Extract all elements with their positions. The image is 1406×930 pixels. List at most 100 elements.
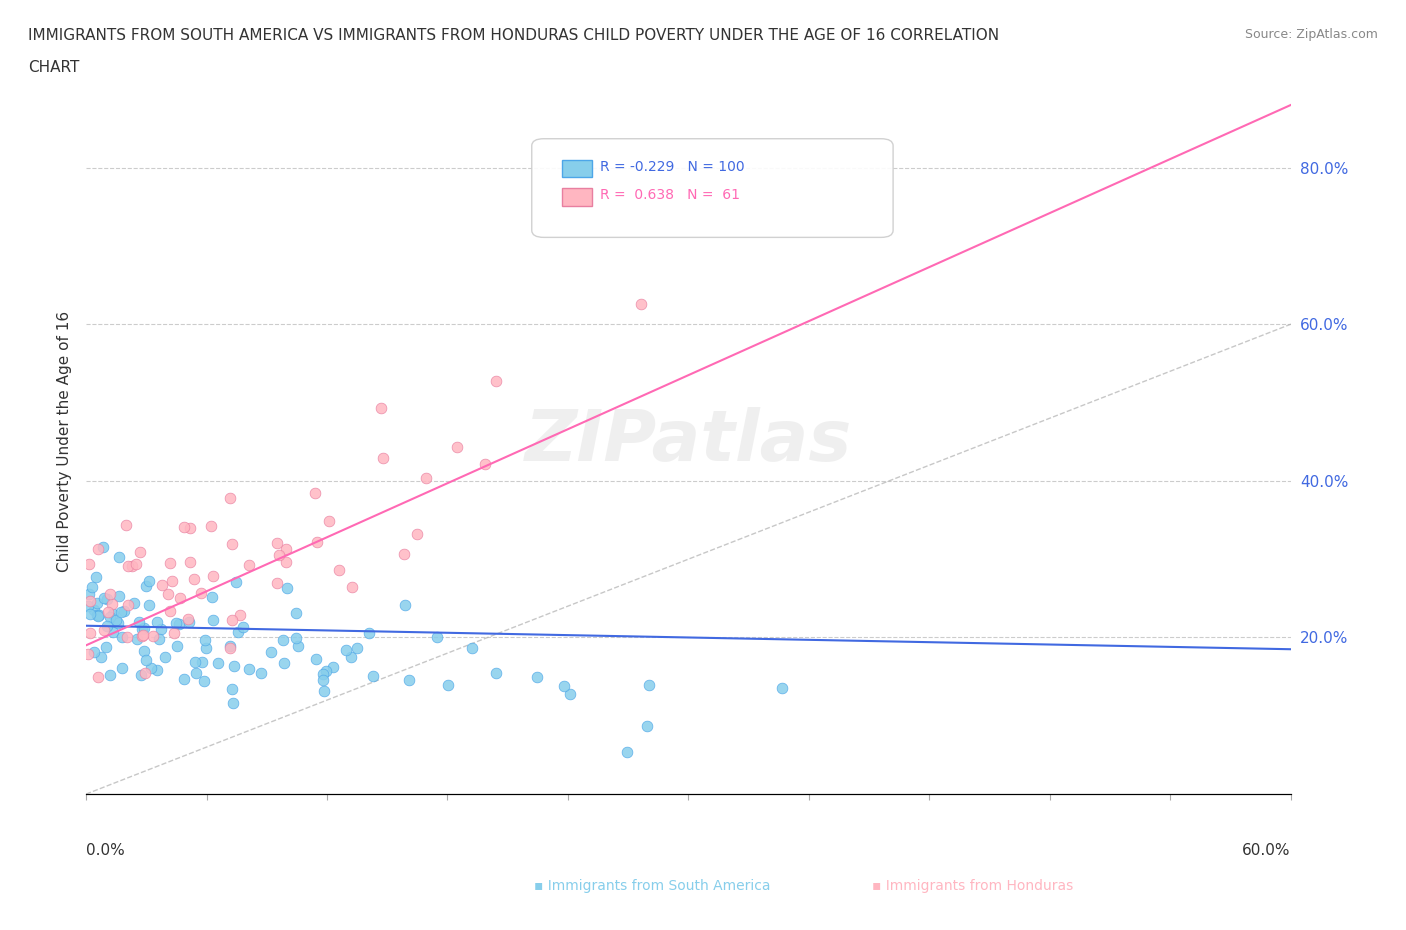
Point xyxy=(221,537,243,551)
Point xyxy=(304,485,326,500)
Point xyxy=(340,650,363,665)
Point xyxy=(111,660,134,675)
Point xyxy=(79,606,101,621)
Point xyxy=(134,666,156,681)
Point xyxy=(139,660,162,675)
Point xyxy=(98,587,121,602)
Point xyxy=(315,663,337,678)
Point xyxy=(115,630,138,644)
Point xyxy=(96,618,118,633)
Point xyxy=(91,539,114,554)
Point xyxy=(637,677,659,692)
Text: ▪ Immigrants from South America: ▪ Immigrants from South America xyxy=(534,879,770,893)
Point xyxy=(190,586,212,601)
Point xyxy=(134,620,156,635)
Point xyxy=(229,607,252,622)
Point xyxy=(394,597,416,612)
Point xyxy=(114,518,136,533)
Point xyxy=(110,604,132,619)
Point xyxy=(201,590,224,604)
Point xyxy=(221,696,243,711)
Point xyxy=(125,557,148,572)
Point xyxy=(173,671,195,686)
Text: ZIPatlas: ZIPatlas xyxy=(524,407,852,476)
Point xyxy=(446,439,468,454)
Bar xyxy=(562,188,592,206)
Point xyxy=(165,616,187,631)
Point xyxy=(238,558,260,573)
Point xyxy=(163,625,186,640)
Point xyxy=(177,615,200,630)
Point xyxy=(87,670,110,684)
Text: Source: ZipAtlas.com: Source: ZipAtlas.com xyxy=(1244,28,1378,41)
Text: IMMIGRANTS FROM SOUTH AMERICA VS IMMIGRANTS FROM HONDURAS CHILD POVERTY UNDER TH: IMMIGRANTS FROM SOUTH AMERICA VS IMMIGRA… xyxy=(28,28,1000,43)
Point xyxy=(107,589,129,604)
Point xyxy=(305,652,328,667)
Point xyxy=(131,629,153,644)
Point xyxy=(276,554,298,569)
Point xyxy=(177,611,200,626)
Point xyxy=(194,632,217,647)
Text: 60.0%: 60.0% xyxy=(1241,844,1291,858)
Point xyxy=(359,626,381,641)
Point xyxy=(103,625,125,640)
Point xyxy=(225,575,247,590)
Point xyxy=(100,668,122,683)
Point xyxy=(238,661,260,676)
Point xyxy=(131,668,153,683)
Point xyxy=(128,614,150,629)
Point xyxy=(361,669,384,684)
Point xyxy=(111,630,134,644)
FancyBboxPatch shape xyxy=(531,139,893,237)
Point xyxy=(142,629,165,644)
Point xyxy=(159,555,181,570)
Point xyxy=(371,450,394,465)
Point xyxy=(200,518,222,533)
Point xyxy=(128,545,150,560)
Point xyxy=(97,604,120,619)
Point xyxy=(630,297,652,312)
Point xyxy=(122,596,145,611)
Point xyxy=(207,656,229,671)
Point xyxy=(221,682,243,697)
Point xyxy=(135,653,157,668)
Point xyxy=(96,591,118,606)
Point xyxy=(103,606,125,621)
Point xyxy=(83,644,105,659)
Point xyxy=(485,373,508,388)
Point xyxy=(150,578,173,592)
Point xyxy=(77,556,100,571)
Point xyxy=(87,609,110,624)
Point xyxy=(305,535,328,550)
Point xyxy=(184,654,207,669)
Point xyxy=(77,598,100,613)
Point xyxy=(392,547,415,562)
Point xyxy=(166,639,188,654)
Point xyxy=(221,613,243,628)
Point xyxy=(117,559,139,574)
Point xyxy=(266,536,288,551)
Point xyxy=(135,578,157,593)
Point xyxy=(156,587,179,602)
Point xyxy=(121,559,143,574)
Point xyxy=(150,621,173,636)
Point xyxy=(335,643,357,658)
Point xyxy=(312,684,335,698)
Point xyxy=(131,621,153,636)
Point xyxy=(87,608,110,623)
Point xyxy=(84,569,107,584)
Point xyxy=(173,520,195,535)
Point xyxy=(201,568,224,583)
Point xyxy=(398,672,420,687)
Point xyxy=(169,591,191,605)
Point xyxy=(184,665,207,680)
Point xyxy=(460,641,482,656)
Point xyxy=(153,649,176,664)
Bar xyxy=(562,160,592,178)
Point xyxy=(266,576,288,591)
Point xyxy=(112,604,135,618)
Point xyxy=(406,527,429,542)
Point xyxy=(183,572,205,587)
Point xyxy=(108,550,131,565)
Point xyxy=(87,542,110,557)
